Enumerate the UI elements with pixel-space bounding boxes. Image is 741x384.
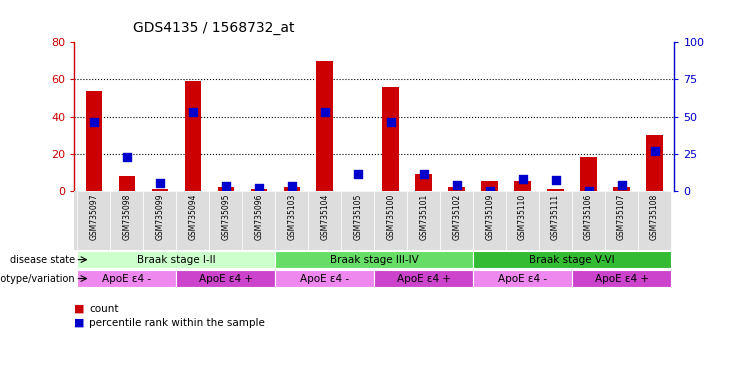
Point xyxy=(319,109,330,115)
Bar xyxy=(473,251,671,268)
Bar xyxy=(382,87,399,191)
Bar xyxy=(185,81,201,191)
Text: GSM735104: GSM735104 xyxy=(320,194,329,240)
Text: GSM735108: GSM735108 xyxy=(650,194,659,240)
Point xyxy=(484,188,496,194)
Text: GSM735099: GSM735099 xyxy=(156,194,165,240)
Bar xyxy=(506,191,539,250)
Text: ApoE ε4 +: ApoE ε4 + xyxy=(396,273,451,283)
Bar xyxy=(77,270,176,287)
Bar xyxy=(77,191,110,250)
Bar xyxy=(152,189,168,191)
Bar xyxy=(572,270,671,287)
Bar xyxy=(374,191,408,250)
Point xyxy=(582,188,594,194)
Bar xyxy=(250,189,267,191)
Text: Braak stage III-IV: Braak stage III-IV xyxy=(330,255,419,265)
Text: ApoE ε4 -: ApoE ε4 - xyxy=(102,273,151,283)
Text: ApoE ε4 -: ApoE ε4 - xyxy=(498,273,547,283)
Text: GSM735096: GSM735096 xyxy=(254,194,263,240)
Bar xyxy=(86,91,102,191)
Bar xyxy=(275,270,374,287)
Point xyxy=(253,185,265,191)
Text: GSM735103: GSM735103 xyxy=(288,194,296,240)
Bar xyxy=(143,191,176,250)
Point xyxy=(352,171,364,177)
Text: GSM735107: GSM735107 xyxy=(617,194,626,240)
Bar xyxy=(284,187,300,191)
Text: GSM735102: GSM735102 xyxy=(452,194,461,240)
Text: GSM735095: GSM735095 xyxy=(222,194,230,240)
Text: GSM735098: GSM735098 xyxy=(122,194,131,240)
Bar xyxy=(473,270,572,287)
Bar xyxy=(448,187,465,191)
Bar xyxy=(473,191,506,250)
Text: ApoE ε4 +: ApoE ε4 + xyxy=(199,273,253,283)
Bar xyxy=(176,270,275,287)
Point xyxy=(648,147,660,154)
Text: GSM735109: GSM735109 xyxy=(485,194,494,240)
Point xyxy=(550,177,562,184)
Bar xyxy=(275,251,473,268)
Text: count: count xyxy=(89,304,119,314)
Text: GSM735111: GSM735111 xyxy=(551,194,560,240)
Bar xyxy=(638,191,671,250)
Bar xyxy=(242,191,275,250)
Bar xyxy=(341,191,374,250)
Point xyxy=(121,154,133,160)
Bar xyxy=(374,270,473,287)
Text: ■: ■ xyxy=(74,318,84,328)
Point xyxy=(286,183,298,189)
Bar xyxy=(605,191,638,250)
Text: GSM735110: GSM735110 xyxy=(518,194,527,240)
Bar xyxy=(275,191,308,250)
Point xyxy=(451,182,462,188)
Text: percentile rank within the sample: percentile rank within the sample xyxy=(89,318,265,328)
Text: GSM735105: GSM735105 xyxy=(353,194,362,240)
Text: genotype/variation: genotype/variation xyxy=(0,273,75,283)
Bar xyxy=(77,251,275,268)
Bar xyxy=(176,191,209,250)
Bar xyxy=(119,176,135,191)
Point xyxy=(418,171,430,177)
Text: ApoE ε4 -: ApoE ε4 - xyxy=(300,273,349,283)
Text: disease state: disease state xyxy=(10,255,75,265)
Text: GSM735097: GSM735097 xyxy=(90,194,99,240)
Bar xyxy=(514,182,531,191)
Bar xyxy=(316,61,333,191)
Point xyxy=(220,183,232,189)
Bar xyxy=(548,189,564,191)
Text: GSM735094: GSM735094 xyxy=(188,194,197,240)
Bar xyxy=(580,157,597,191)
Text: GDS4135 / 1568732_at: GDS4135 / 1568732_at xyxy=(133,21,295,35)
Bar xyxy=(440,191,473,250)
Text: GSM735101: GSM735101 xyxy=(419,194,428,240)
Point xyxy=(385,119,396,126)
Text: GSM735106: GSM735106 xyxy=(584,194,593,240)
Text: Braak stage V-VI: Braak stage V-VI xyxy=(529,255,615,265)
Bar xyxy=(482,182,498,191)
Text: ApoE ε4 +: ApoE ε4 + xyxy=(594,273,648,283)
Text: ■: ■ xyxy=(74,304,84,314)
Bar xyxy=(539,191,572,250)
Bar xyxy=(572,191,605,250)
Bar xyxy=(416,174,432,191)
Bar xyxy=(218,187,234,191)
Text: GSM735100: GSM735100 xyxy=(386,194,395,240)
Point xyxy=(154,180,166,186)
Bar xyxy=(209,191,242,250)
Bar xyxy=(646,135,662,191)
Point xyxy=(88,119,100,126)
Bar xyxy=(308,191,341,250)
Text: Braak stage I-II: Braak stage I-II xyxy=(137,255,216,265)
Bar xyxy=(110,191,143,250)
Point xyxy=(516,176,528,182)
Bar xyxy=(614,187,630,191)
Point xyxy=(616,182,628,188)
Bar xyxy=(408,191,440,250)
Point xyxy=(187,109,199,115)
